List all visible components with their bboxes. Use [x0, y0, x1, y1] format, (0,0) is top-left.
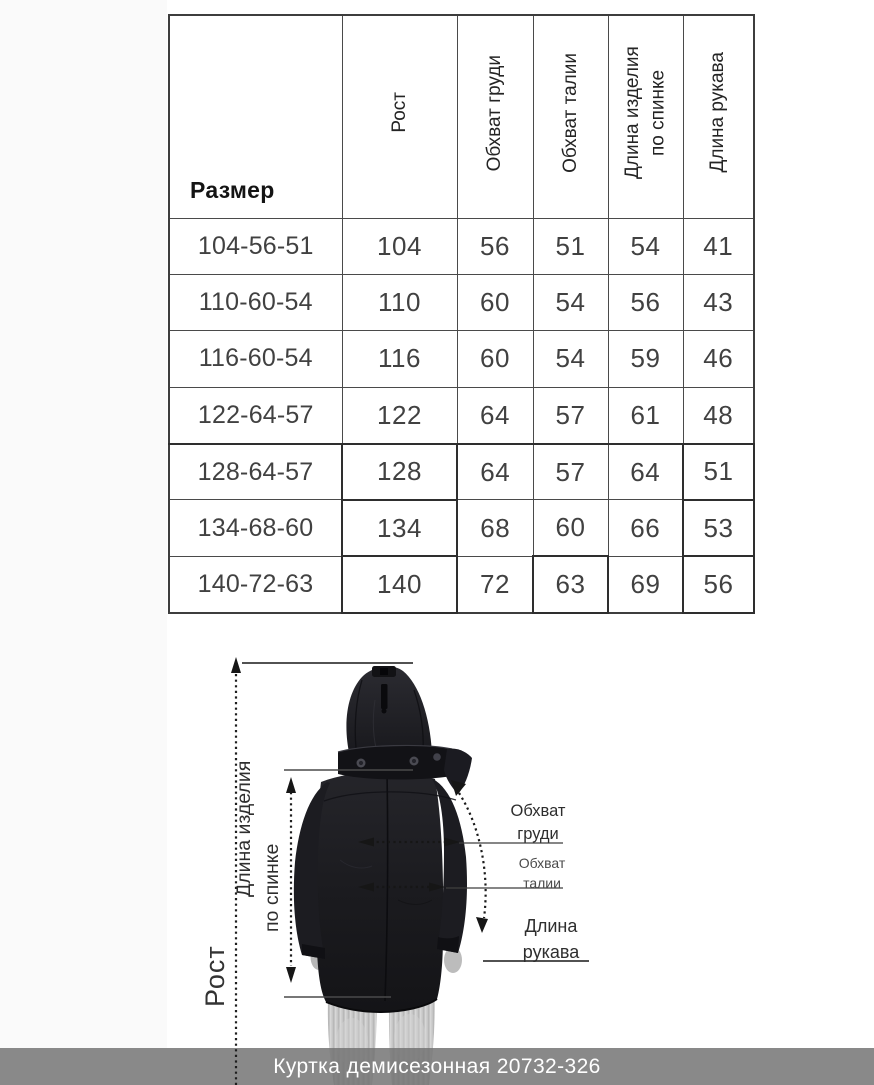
cell-sleeve: 56 — [682, 555, 755, 614]
cell-chest: 56 — [456, 217, 534, 275]
cell-height: 140 — [341, 555, 458, 614]
header-height: Рост — [341, 14, 458, 219]
chest-label-line1: Обхват — [510, 802, 566, 820]
cell-chest: 60 — [456, 273, 534, 332]
cell-back-length: 56 — [607, 273, 684, 332]
cell-waist: 63 — [532, 555, 609, 614]
cell-sleeve: 48 — [682, 386, 755, 445]
cell-waist: 51 — [532, 217, 609, 275]
header-chest: Обхват груди — [456, 14, 534, 219]
table-row: 134-68-60 134 68 60 66 53 — [168, 498, 755, 558]
cell-height: 128 — [341, 442, 458, 501]
cell-back-length: 61 — [607, 386, 684, 445]
cell-sleeve: 46 — [682, 330, 755, 388]
hood — [346, 666, 432, 769]
waist-label-line2: талии — [523, 875, 561, 891]
jacket — [293, 769, 468, 1014]
header-back-length: Длина изделия по спинке — [607, 14, 684, 219]
cell-size: 122-64-57 — [168, 386, 343, 445]
header-waist: Обхват талии — [532, 14, 609, 219]
cell-chest: 68 — [456, 499, 534, 557]
sleeve-label-line2: рукава — [522, 942, 580, 962]
cell-height: 104 — [341, 217, 458, 275]
cell-size: 110-60-54 — [168, 273, 343, 332]
table-row: 140-72-63 140 72 63 69 56 — [168, 555, 755, 614]
cell-sleeve: 53 — [682, 498, 755, 558]
cell-height: 110 — [341, 273, 458, 332]
table-header-row: Размер Рост Обхват груди Обхват талии Дл… — [168, 14, 755, 219]
cell-waist: 60 — [532, 499, 609, 557]
header-size: Размер — [168, 14, 343, 219]
cell-chest: 60 — [456, 330, 534, 388]
chest-label: Обхват груди — [502, 800, 574, 846]
back-length-label-line1: Длина изделия — [233, 760, 255, 897]
table-row: 128-64-57 128 64 57 64 51 — [168, 442, 755, 501]
chest-label-line2: груди — [517, 825, 559, 843]
waist-label: Обхват талии — [509, 853, 575, 893]
sleeve-label: Длина рукава — [512, 913, 590, 965]
product-caption: Куртка демисезонная 20732-326 — [273, 1054, 601, 1078]
height-label: Рост — [200, 945, 230, 1007]
table-row: 122-64-57 122 64 57 61 48 — [168, 386, 755, 445]
cell-sleeve: 41 — [682, 217, 755, 275]
back-length-label-line2: по спинке — [261, 843, 283, 932]
cell-back-length: 54 — [607, 217, 684, 275]
cell-back-length: 66 — [607, 499, 684, 557]
cell-sleeve: 51 — [682, 442, 755, 501]
cell-waist: 57 — [532, 443, 609, 501]
cell-chest: 64 — [456, 386, 534, 445]
cell-size: 116-60-54 — [168, 330, 343, 388]
header-sleeve: Длина рукава — [682, 14, 755, 219]
footer-bar: Куртка демисезонная 20732-326 — [0, 1048, 874, 1085]
waist-label-line1: Обхват — [518, 855, 566, 871]
cell-size: 140-72-63 — [168, 555, 343, 614]
cell-chest: 72 — [456, 555, 534, 614]
cell-chest: 64 — [456, 443, 534, 501]
cell-back-length: 69 — [607, 555, 684, 614]
cell-size: 104-56-51 — [168, 217, 343, 275]
table-row: 116-60-54 116 60 54 59 46 — [168, 330, 755, 388]
cell-height: 122 — [341, 386, 458, 445]
cell-sleeve: 43 — [682, 273, 755, 332]
size-table: Размер Рост Обхват груди Обхват талии Дл… — [168, 14, 755, 614]
cell-size: 134-68-60 — [168, 499, 343, 557]
sleeve-label-line1: Длина — [524, 916, 578, 936]
table-row: 104-56-51 104 56 51 54 41 — [168, 217, 755, 275]
cell-height: 134 — [341, 498, 458, 558]
